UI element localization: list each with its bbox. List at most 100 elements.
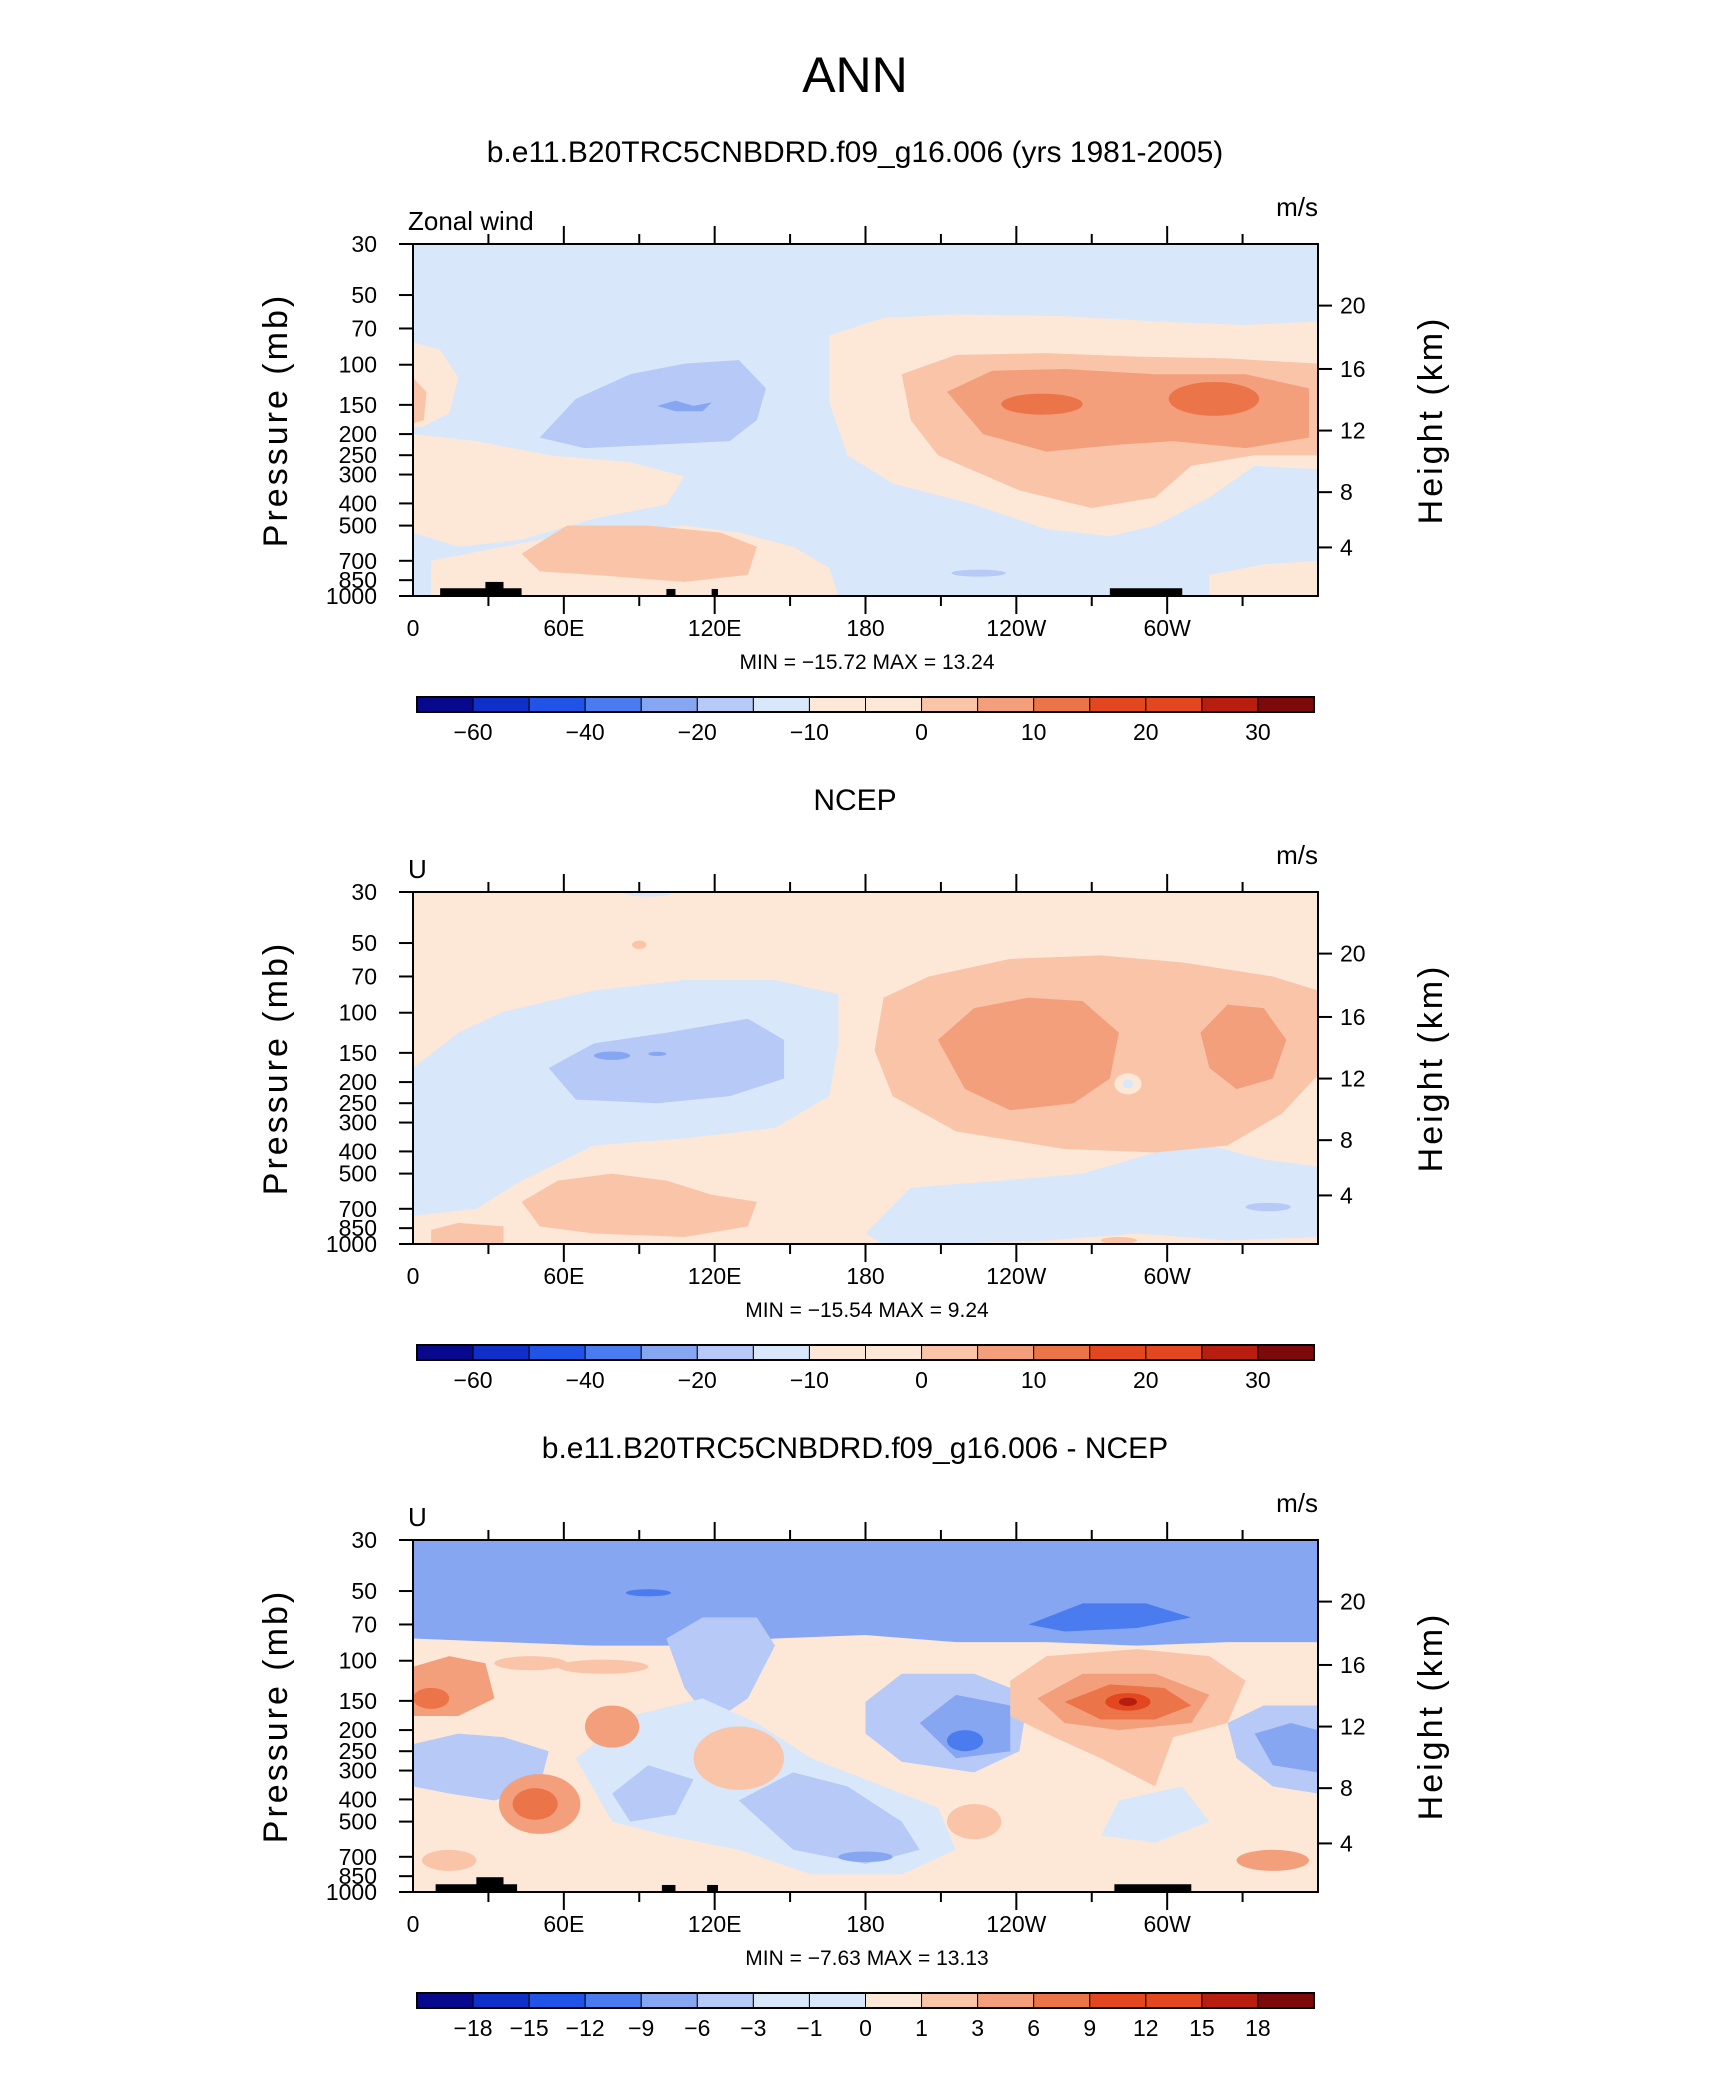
min-max-stats: MIN = −15.54 MAX = 9.24 [745, 1299, 989, 1322]
contour-region [1245, 1202, 1291, 1212]
colorbar-box [584, 696, 642, 713]
contour-region [594, 1051, 631, 1060]
contour-region [946, 1804, 1002, 1840]
y-axis-title: Pressure (mb) [257, 293, 295, 547]
colorbar-box [1257, 696, 1315, 713]
colorbar-label: 0 [915, 1367, 928, 1393]
colorbar-label: −3 [740, 2015, 766, 2041]
colorbar-label: −20 [678, 719, 717, 745]
y-tick-label: 70 [351, 1611, 377, 1637]
contour-region [666, 1617, 775, 1724]
colorbar-box [977, 1992, 1035, 2009]
contour-region [413, 377, 427, 424]
colorbar-box [752, 1344, 810, 1361]
y-tick-label: 100 [339, 1648, 377, 1674]
contour-region [1100, 1236, 1137, 1244]
contour-region [1118, 1697, 1137, 1707]
colorbar-label: 0 [859, 2015, 872, 2041]
colorbar-box [1201, 1992, 1259, 2009]
y-tick-label: 250 [339, 442, 377, 468]
y-tick-label: 50 [351, 930, 377, 956]
contour-region [625, 892, 671, 897]
contour-region [584, 1705, 640, 1748]
y2-tick-label: 16 [1340, 1652, 1366, 1678]
y2-tick-label: 8 [1340, 479, 1353, 505]
topography [1114, 1884, 1192, 1892]
colorbar-label: 9 [1083, 2015, 1096, 2041]
y-tick-label: 300 [339, 1758, 377, 1784]
colorbar-box [1257, 1344, 1315, 1361]
contour-region [738, 1772, 920, 1864]
field-label: U [408, 854, 427, 884]
contour-region [413, 1540, 1318, 1646]
contour-region [1001, 393, 1083, 415]
y-tick-label: 400 [339, 1786, 377, 1812]
contour-region [557, 1659, 649, 1674]
chart-panel-1: b.e11.B20TRC5CNBDRD.f09_g16.006 (yrs 198… [257, 136, 1450, 745]
y-axis-title: Pressure (mb) [257, 1589, 295, 1843]
colorbar-box [865, 1992, 923, 2009]
colorbar-box [640, 696, 698, 713]
y-tick-label: 200 [339, 421, 377, 447]
colorbar-box [1145, 1992, 1203, 2009]
colorbar-box [696, 696, 754, 713]
y-tick-label: 400 [339, 1138, 377, 1164]
contour-region [1209, 560, 1318, 596]
x-tick-label: 0 [407, 1911, 420, 1937]
colorbar-box [865, 696, 923, 713]
y2-tick-label: 20 [1340, 293, 1366, 319]
y-tick-label: 30 [351, 231, 377, 257]
y2-tick-label: 8 [1340, 1775, 1353, 1801]
y2-tick-label: 20 [1340, 1589, 1366, 1615]
y2-tick-label: 8 [1340, 1127, 1353, 1153]
units-label: m/s [1276, 1488, 1318, 1518]
colorbar-label: 30 [1245, 1367, 1271, 1393]
colorbar-label: −6 [684, 2015, 710, 2041]
topography [476, 1877, 504, 1892]
colorbar-box [696, 1992, 754, 2009]
y-tick-label: 1000 [326, 1231, 377, 1257]
field-label: U [408, 1502, 427, 1532]
y-tick-label: 850 [339, 1215, 377, 1241]
x-tick-label: 60E [543, 615, 584, 641]
colorbar-label: 10 [1021, 1367, 1047, 1393]
contour-region [865, 1145, 1318, 1244]
contour-region [1028, 1603, 1192, 1632]
colorbar-box [1089, 1344, 1147, 1361]
y-tick-label: 250 [339, 1738, 377, 1764]
y-tick-label: 100 [339, 352, 377, 378]
x-tick-label: 120W [986, 1263, 1046, 1289]
y-tick-label: 30 [351, 879, 377, 905]
y2-tick-label: 16 [1340, 1004, 1366, 1030]
colorbar-label: 18 [1245, 2015, 1271, 2041]
colorbar-box [1145, 1344, 1203, 1361]
colorbar-label: 15 [1189, 2015, 1215, 2041]
colorbar-label: −40 [566, 1367, 605, 1393]
contour-region [539, 360, 766, 449]
colorbar-label: −18 [454, 2015, 493, 2041]
y-tick-label: 50 [351, 1578, 377, 1604]
min-max-stats: MIN = −15.72 MAX = 13.24 [739, 651, 994, 674]
y-tick-label: 150 [339, 1040, 377, 1066]
units-label: m/s [1276, 192, 1318, 222]
colorbar-box [472, 1344, 530, 1361]
contour-region [657, 400, 712, 412]
colorbar-box [528, 1992, 586, 2009]
contour-field [413, 892, 1318, 1244]
x-tick-label: 180 [846, 1263, 884, 1289]
topography [666, 588, 676, 596]
y2-tick-label: 20 [1340, 941, 1366, 967]
colorbar-label: 10 [1021, 719, 1047, 745]
contour-region [838, 1851, 893, 1863]
colorbar-label: −12 [566, 2015, 605, 2041]
contour-region [1254, 1723, 1318, 1773]
contour-region [422, 1849, 477, 1871]
colorbar-box [1089, 696, 1147, 713]
contour-region [413, 434, 685, 547]
colorbar-label: 0 [915, 719, 928, 745]
colorbar-box [472, 1992, 530, 2009]
contour-region [548, 1018, 785, 1104]
contour-region [494, 1656, 567, 1671]
x-tick-label: 60E [543, 1263, 584, 1289]
x-tick-label: 120E [688, 615, 742, 641]
